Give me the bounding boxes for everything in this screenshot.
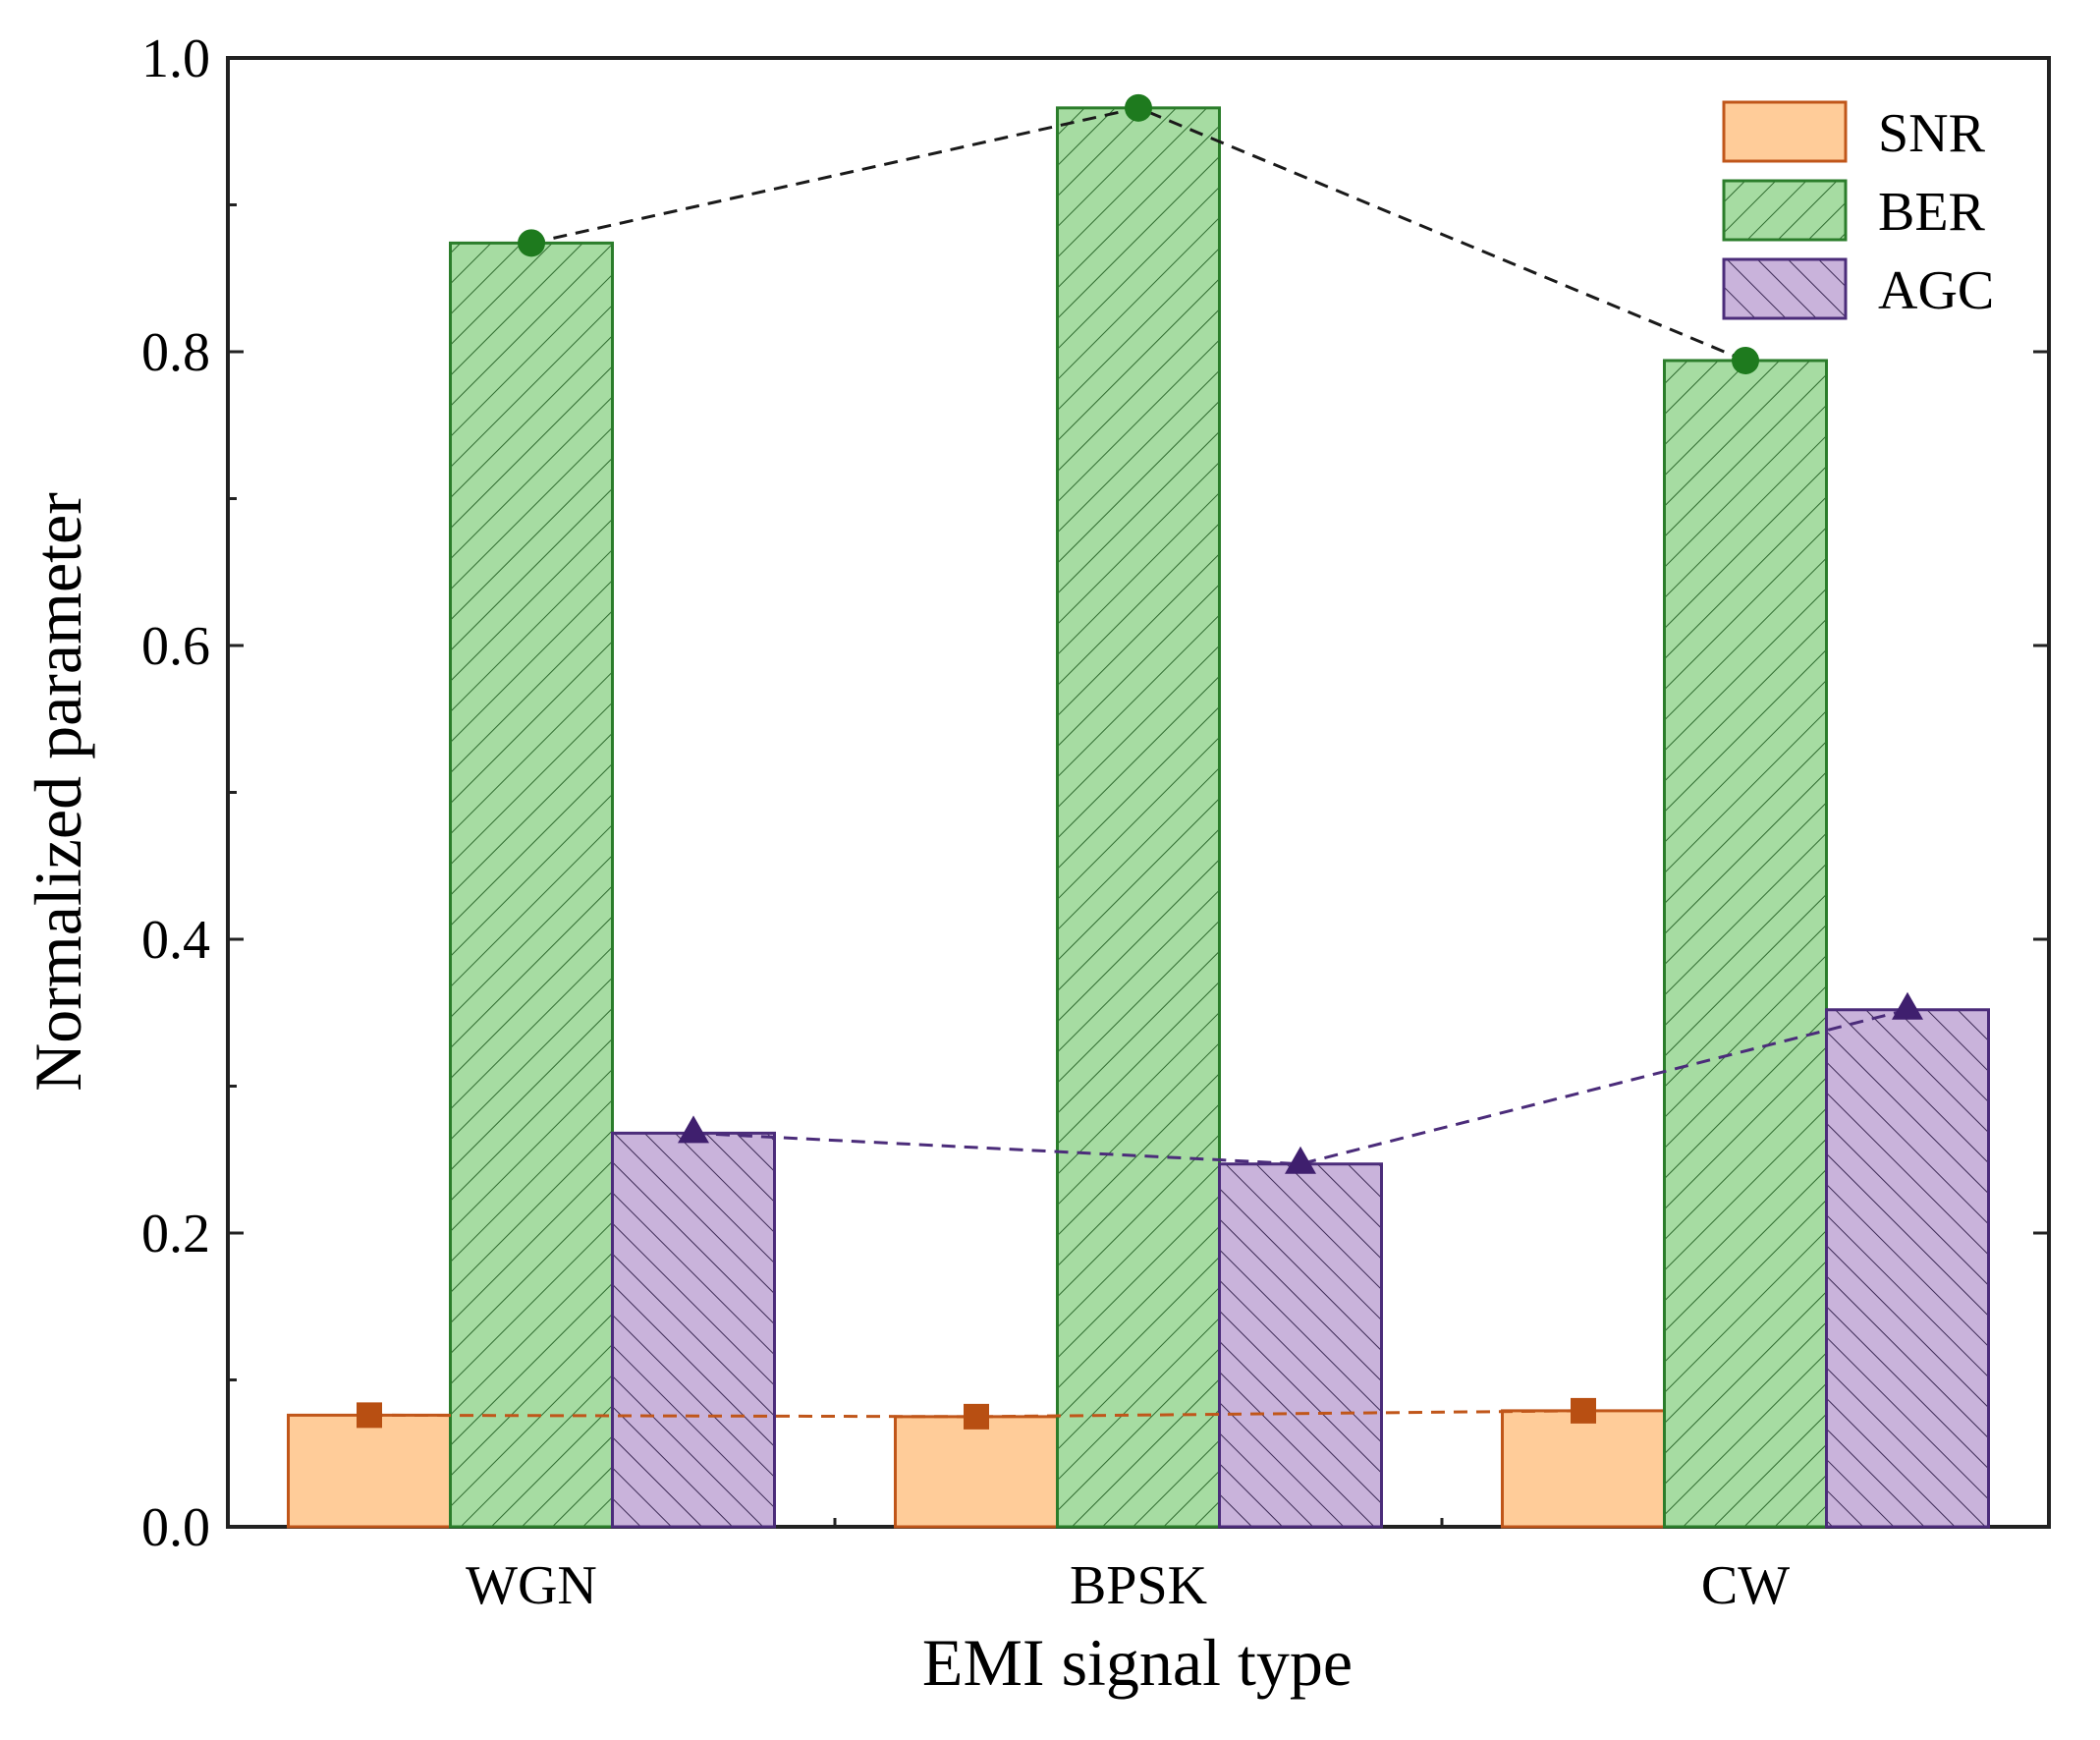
bar-agc <box>1825 1008 1990 1529</box>
bar-snr <box>1501 1409 1666 1529</box>
legend-swatch-agc <box>1722 257 1848 320</box>
y-tick-label: 1.0 <box>141 28 210 89</box>
marker-triangle <box>1892 991 1923 1020</box>
marker-circle <box>1125 93 1152 122</box>
legend-label-snr: SNR <box>1878 103 1986 164</box>
marker-triangle <box>678 1115 709 1144</box>
y-tick-label: 0.8 <box>141 322 210 383</box>
marker-square <box>1571 1397 1596 1424</box>
y-axis-ticks: 0.0 0.2 0.4 0.6 0.8 1.0 <box>141 28 2049 1558</box>
bar-ber <box>1663 359 1828 1529</box>
legend-label-ber: BER <box>1878 182 1986 243</box>
y-axis-title: Normalized parameter <box>21 492 95 1092</box>
bar-snr <box>894 1415 1059 1529</box>
y-tick-label: 0.6 <box>141 616 210 677</box>
y-tick-label: 0.0 <box>141 1497 210 1558</box>
marker-square <box>964 1403 989 1430</box>
y-tick-label: 0.4 <box>141 910 210 971</box>
x-tick-label: BPSK <box>1070 1555 1207 1616</box>
legend-swatch-ber <box>1722 179 1848 242</box>
bar-agc <box>611 1131 776 1529</box>
marker-circle <box>518 229 545 257</box>
marker-square <box>357 1402 382 1429</box>
bar-agc <box>1218 1162 1383 1529</box>
markers <box>357 93 1923 1430</box>
legend-label-agc: AGC <box>1878 260 1994 321</box>
x-axis-title: EMI signal type <box>922 1625 1353 1700</box>
legend-swatch-snr <box>1722 100 1848 163</box>
marker-circle <box>1732 346 1759 374</box>
bar-snr <box>287 1413 452 1529</box>
x-tick-label: WGN <box>466 1555 597 1616</box>
trend-line-agc <box>692 1008 1908 1166</box>
bar-ber <box>449 241 614 1529</box>
x-tick-label: CW <box>1701 1555 1790 1616</box>
marker-triangle <box>1285 1146 1316 1174</box>
y-tick-label: 0.2 <box>141 1204 210 1264</box>
x-axis-ticks: WGN BPSK CW <box>466 1511 1790 1616</box>
bar-ber <box>1056 106 1221 1529</box>
legend: SNR BER AGC <box>1722 100 1994 321</box>
